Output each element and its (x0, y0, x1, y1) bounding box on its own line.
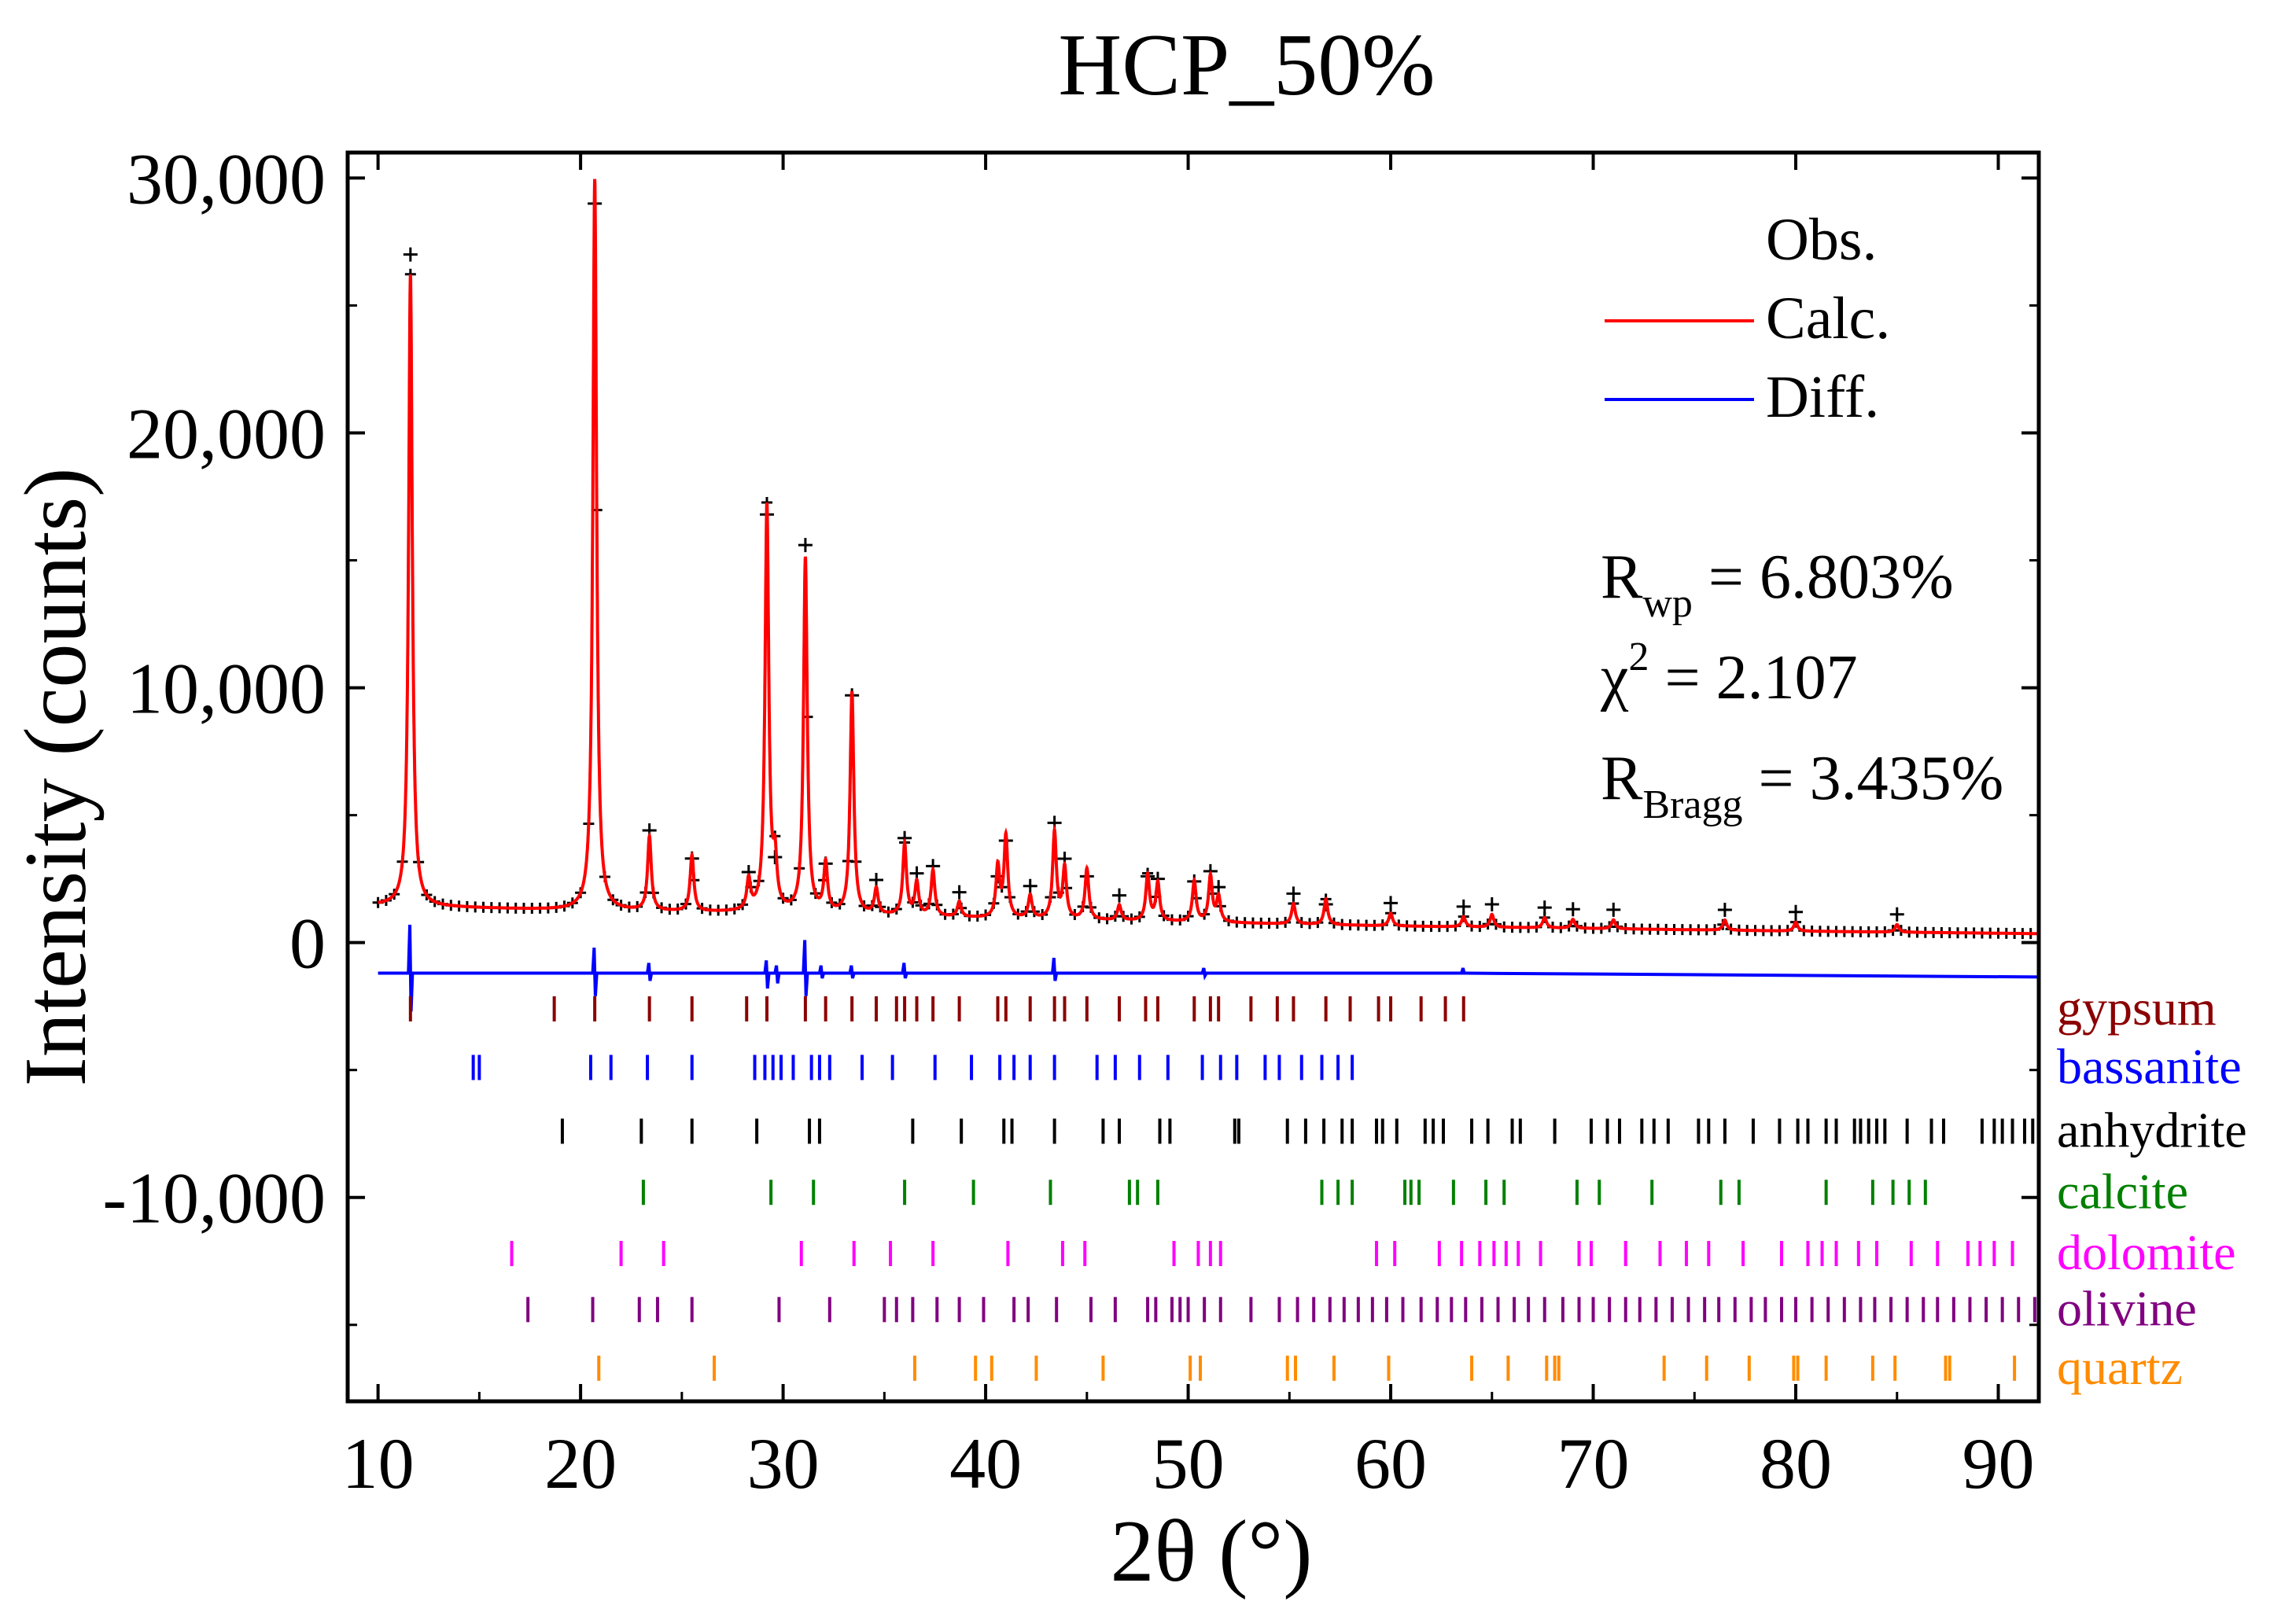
stat-value: = 2.107 (1649, 643, 1858, 712)
calc-series-line (378, 179, 2039, 936)
phase-label-gypsum: gypsum (2057, 980, 2217, 1036)
y-axis: 30,000 20,000 10,000 0 -10,000 (102, 138, 2039, 1327)
x-axis-title: 2θ (°) (1110, 1503, 1312, 1600)
stat-symbol: χ (1600, 643, 1629, 712)
stat-line-2: RBragg = 3.435% (1601, 744, 2003, 827)
observed-point (1606, 902, 1621, 917)
x-tick-label: 10 (342, 1423, 415, 1504)
plot-content (372, 179, 2040, 1381)
observed-point (1456, 899, 1471, 914)
y-axis-title: Intensity (counts) (7, 468, 105, 1087)
observed-point (403, 247, 418, 262)
x-tick-label: 50 (1152, 1423, 1225, 1504)
legend-label: Obs. (1766, 207, 1877, 273)
stat-subscript: Bragg (1642, 782, 1742, 827)
observed-point (869, 872, 884, 887)
y-tick-label: -10,000 (102, 1158, 326, 1239)
y-tick-label: 10,000 (127, 649, 326, 729)
x-tick-label: 90 (1962, 1423, 2035, 1504)
y-tick-label: 30,000 (127, 138, 326, 219)
x-tick-label: 20 (544, 1423, 617, 1504)
stat-line-1: χ2 = 2.107 (1600, 635, 1858, 712)
stat-symbol: R (1601, 744, 1643, 813)
stat-subscript: wp (1642, 581, 1693, 626)
legend-item-0: Obs. (1766, 207, 1877, 273)
phase-ticks-calcite (641, 1180, 1927, 1206)
phase-label-bassanite: bassanite (2057, 1038, 2242, 1094)
x-tick-label: 40 (949, 1423, 1022, 1504)
phase-label-anhydrite: anhydrite (2057, 1102, 2247, 1158)
observed-point (1286, 886, 1301, 901)
phase-ticks-anhydrite (560, 1118, 2035, 1144)
stat-line-0: Rwp = 6.803% (1601, 543, 1954, 626)
observed-point (1023, 878, 1037, 893)
diff-series-line (378, 924, 2040, 1012)
chart-title: HCP_50% (1058, 17, 1435, 114)
observed-point (1112, 888, 1127, 903)
phase-ticks-dolomite (510, 1241, 2014, 1267)
observed-point (1717, 903, 1732, 918)
x-tick-label: 80 (1760, 1423, 1832, 1504)
phase-ticks-bassanite (471, 1055, 1354, 1080)
legend-item-2: Diff. (1605, 364, 1879, 430)
legend-label: Calc. (1766, 285, 1890, 352)
phase-ticks-olivine (526, 1297, 2036, 1323)
x-axis: 10 20 30 40 50 60 70 80 90 (342, 153, 2035, 1504)
observed-point (1384, 896, 1399, 911)
x-tick-label: 70 (1557, 1423, 1630, 1504)
phase-label-olivine: olivine (2057, 1280, 2197, 1336)
observed-point (1889, 907, 1904, 922)
stat-value: = 6.803% (1693, 543, 1954, 612)
x-tick-label: 60 (1354, 1423, 1427, 1504)
legend-label: Diff. (1766, 364, 1879, 430)
stat-symbol: R (1601, 543, 1643, 612)
legend: Obs. Calc. Diff. (1605, 207, 1890, 430)
observed-point (1484, 897, 1499, 912)
stat-value: = 3.435% (1742, 744, 2003, 813)
x-tick-label: 30 (747, 1423, 820, 1504)
stat-superscript: 2 (1629, 635, 1649, 679)
phase-label-dolomite: dolomite (2057, 1224, 2236, 1280)
observed-point (1211, 880, 1226, 895)
y-tick-label: 0 (289, 904, 326, 984)
observed-point (1537, 900, 1552, 915)
phase-ticks-quartz (597, 1355, 2017, 1381)
phase-ticks-gypsum (408, 996, 1465, 1022)
observed-point (798, 538, 813, 553)
plot-frame (345, 150, 2041, 1404)
legend-item-1: Calc. (1605, 285, 1890, 352)
observed-point (1565, 902, 1580, 917)
phase-label-quartz: quartz (2057, 1339, 2183, 1395)
observed-point (1789, 904, 1804, 919)
observed-point (952, 885, 967, 900)
phase-label-calcite: calcite (2057, 1163, 2188, 1219)
y-tick-label: 20,000 (127, 393, 326, 473)
